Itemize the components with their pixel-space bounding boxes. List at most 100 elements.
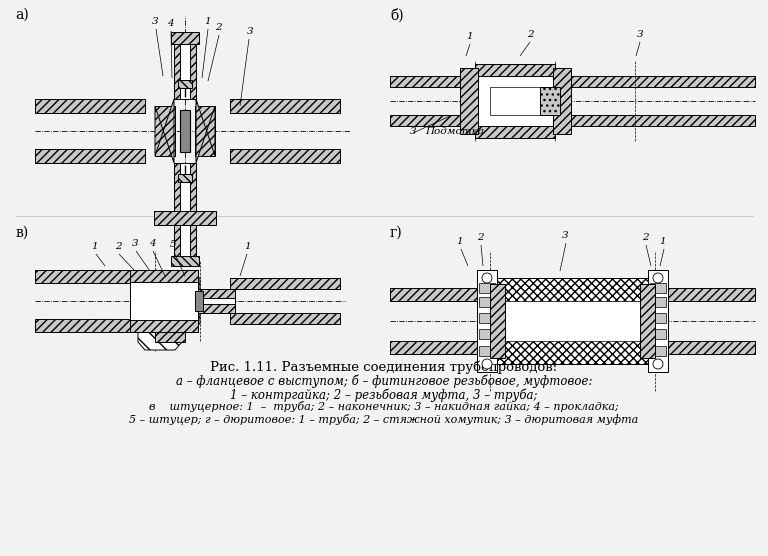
Bar [390,288,490,301]
Text: 5 – штуцер; г – дюритовое: 1 – труба; 2 – стяжной хомутик; 3 – дюритовая муфта: 5 – штуцер; г – дюритовое: 1 – труба; 2 … [129,414,639,425]
Bar [130,270,198,332]
Bar [390,76,490,87]
Bar [490,278,655,364]
Polygon shape [155,313,200,332]
Text: 4: 4 [149,239,155,248]
Bar [545,115,755,126]
Circle shape [653,359,663,369]
Bar [479,329,495,339]
Bar [190,225,196,263]
Bar [490,87,555,115]
Bar [155,332,185,342]
Bar [178,80,192,88]
Bar [648,270,668,372]
Polygon shape [138,332,182,350]
Bar [195,291,203,311]
Bar [180,110,190,152]
Bar [174,163,180,213]
Bar [650,283,666,293]
Bar [479,297,495,307]
Bar [648,288,755,301]
Circle shape [482,273,492,283]
Bar [650,313,666,323]
Bar [35,99,145,113]
Bar [190,163,196,213]
Text: в): в) [15,226,28,240]
Text: 1: 1 [457,237,463,246]
Bar [230,313,340,324]
Text: 3: 3 [561,231,568,240]
Bar [174,225,180,263]
Text: 1 – контргайка; 2 – резьбовая муфта, 3 – труба;: 1 – контргайка; 2 – резьбовая муфта, 3 –… [230,388,538,401]
Bar [171,256,199,266]
Bar [190,44,196,99]
Bar [650,329,666,339]
Text: Рис. 1.11. Разъемные соединения трубопроводов:: Рис. 1.11. Разъемные соединения трубопро… [210,361,558,375]
Bar [35,149,145,163]
Bar [195,289,235,298]
Text: а): а) [15,8,28,22]
Text: 1: 1 [245,242,251,251]
Polygon shape [196,99,215,163]
Bar [390,115,490,126]
Bar [195,304,235,313]
Polygon shape [155,270,200,289]
Bar [174,44,196,99]
Bar [178,174,192,182]
Bar [553,68,571,134]
Text: г): г) [390,226,402,240]
Text: 1: 1 [467,32,473,41]
Bar [479,346,495,356]
Bar [171,32,199,44]
Bar [648,341,755,354]
Bar [490,284,505,358]
Circle shape [653,273,663,283]
Text: 2: 2 [642,233,648,242]
Text: 3: 3 [131,239,138,248]
Bar [195,106,215,156]
Bar [479,313,495,323]
Bar [475,64,555,138]
Bar [495,301,650,341]
Text: в    штуцерное: 1  –  труба; 2 – наконечник; 3 – накидная гайка; 4 – прокладка;: в штуцерное: 1 – труба; 2 – наконечник; … [149,401,619,412]
Bar [477,270,497,372]
Text: 3: 3 [409,127,416,136]
Bar [230,149,340,163]
Bar [35,319,155,332]
Bar [35,270,155,283]
Bar [174,163,196,213]
Text: Подмотка: Подмотка [425,127,484,136]
Bar [540,87,560,115]
Bar [650,297,666,307]
Text: а – фланцевое с выступом; б – фитинговое резьбовое, муфтовое:: а – фланцевое с выступом; б – фитинговое… [176,375,592,389]
Text: 4: 4 [167,19,174,28]
Bar [475,126,555,138]
Bar [545,76,755,87]
Bar [390,341,490,354]
Text: 3: 3 [247,27,253,36]
Bar [174,44,180,99]
Bar [130,270,198,282]
Text: 1: 1 [660,237,667,246]
Text: 2: 2 [114,242,121,251]
Text: 2: 2 [477,233,483,242]
Text: б): б) [390,8,404,22]
Text: 2: 2 [215,23,221,32]
Text: 2: 2 [527,30,533,39]
Bar [154,211,216,225]
Bar [174,225,196,263]
Text: 3: 3 [637,30,644,39]
Circle shape [482,359,492,369]
Bar [155,106,175,156]
Text: 1: 1 [205,17,211,26]
Bar [230,278,340,289]
Bar [640,284,655,358]
Bar [230,99,340,113]
Text: 3: 3 [152,17,158,26]
Bar [130,320,198,332]
Bar [479,283,495,293]
Bar [460,68,478,134]
Bar [475,64,555,76]
Bar [195,289,235,313]
Polygon shape [155,99,174,163]
